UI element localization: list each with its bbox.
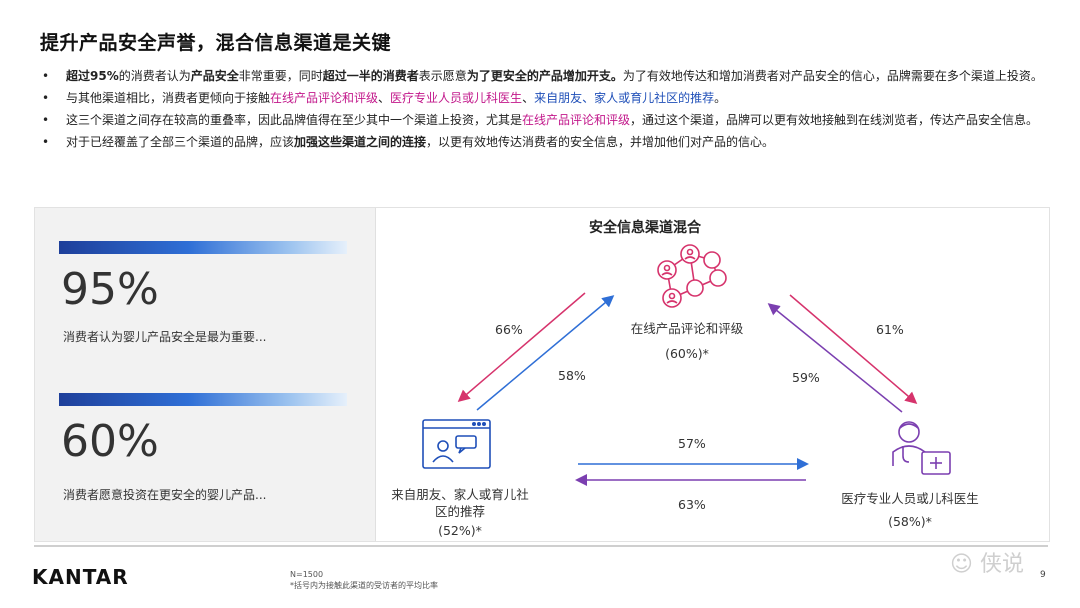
edge-friends-to-online: 58% <box>558 368 586 383</box>
bullet-item: 对于已经覆盖了全部三个渠道的品牌，应该加强这些渠道之间的连接，以更有效地传达消费… <box>40 134 1050 151</box>
bullet-text: 在线产品评论和评级 <box>522 113 631 127</box>
panel-divider <box>375 208 376 541</box>
edge-medical-to-friends: 63% <box>678 497 706 512</box>
watermark: ☺ 侠说 <box>950 552 1024 577</box>
kantar-logo: KANTAR <box>32 565 129 589</box>
bullet-item: 超过95%的消费者认为产品安全非常重要，同时超过一半的消费者表示愿意为了更安全的… <box>40 68 1050 85</box>
doctor-icon <box>892 421 951 475</box>
stat-bar-1 <box>59 241 347 254</box>
bullet-text: 加强这些渠道之间的连接 <box>294 135 427 149</box>
watermark-text: 侠说 <box>979 552 1024 577</box>
bullet-text: 对于已经覆盖了全部三个渠道的品牌，应该 <box>66 135 295 149</box>
bullet-text: 非常重要，同时 <box>238 69 323 83</box>
footnote: N=1500 *括号内为接触此渠道的受访者的平均比率 <box>290 569 438 591</box>
stat-bar-2 <box>59 393 347 406</box>
network-people-icon <box>657 244 727 308</box>
arrow-friends-to-online <box>476 295 615 411</box>
page-title: 提升产品安全声誉，混合信息渠道是关键 <box>40 32 392 54</box>
footnote-note: *括号内为接触此渠道的受访者的平均比率 <box>290 581 438 590</box>
stat-label-2: 消费者愿意投资在更安全的婴儿产品... <box>63 488 267 502</box>
bullet-text: 产品安全 <box>190 69 239 83</box>
stats-left-panel: 95% 消费者认为婴儿产品安全是最为重要... 60% 消费者愿意投资在更安全的… <box>35 208 375 541</box>
node-friends-pct: (52%)* <box>438 523 482 538</box>
node-online-label: 在线产品评论和评级 <box>630 321 744 336</box>
node-medical-pct: (58%)* <box>888 514 932 529</box>
bullet-item: 与其他渠道相比，消费者更倾向于接触在线产品评论和评级、医疗专业人员或儿科医生、来… <box>40 90 1050 107</box>
bullet-text: 。 <box>714 91 727 105</box>
bullet-text: ，通过这个渠道，品牌可以更有效地接触到在线浏览者，传达产品安全信息。 <box>630 113 1039 127</box>
bullet-text: 与其他渠道相比，消费者更倾向于接触 <box>66 91 271 105</box>
stat-value-2: 60% <box>61 416 159 467</box>
node-online-pct: (60%)* <box>665 346 709 361</box>
arrow-medical-to-online <box>767 303 903 413</box>
bullet-list: 超过95%的消费者认为产品安全非常重要，同时超过一半的消费者表示愿意为了更安全的… <box>40 68 1050 156</box>
bullet-text: 的消费者认为 <box>118 69 191 83</box>
bullet-item: 这三个渠道之间存在较高的重叠率，因此品牌值得在至少其中一个渠道上投资，尤其是在线… <box>40 112 1050 129</box>
bullet-text: 超过95% <box>66 69 119 83</box>
bullet-text: 来自朋友、家人或育儿社区的推荐 <box>534 91 715 105</box>
edge-online-to-friends: 66% <box>495 322 523 337</box>
bullet-text: 超过一半的消费者 <box>322 69 419 83</box>
stats-panel: 95% 消费者认为婴儿产品安全是最为重要... 60% 消费者愿意投资在更安全的… <box>34 207 1050 542</box>
bullet-text: 、 <box>522 91 535 105</box>
bullet-text: 为了有效地传达和增加消费者对产品安全的信心，品牌需要在多个渠道上投资。 <box>622 69 1043 83</box>
node-medical-label: 医疗专业人员或儿科医生 <box>841 491 979 506</box>
bullet-text: 医疗专业人员或儿科医生 <box>390 91 523 105</box>
bullet-text: 表示愿意 <box>418 69 467 83</box>
bullet-text: 为了更安全的产品增加开支。 <box>466 69 623 83</box>
arrow-online-to-medical <box>789 294 918 404</box>
sample-size: N=1500 <box>290 570 324 579</box>
bullet-text: ，以更有效地传达消费者的安全信息，并增加他们对产品的信心。 <box>426 135 775 149</box>
arrow-online-to-friends <box>457 292 586 402</box>
bullet-text: 在线产品评论和评级 <box>270 91 379 105</box>
edge-online-to-medical: 61% <box>876 322 904 337</box>
page-number: 9 <box>1040 570 1046 580</box>
diagram-title: 安全信息渠道混合 <box>589 220 701 236</box>
chat-window-icon <box>422 419 491 469</box>
edge-medical-to-online: 59% <box>792 370 820 385</box>
bullet-text: 这三个渠道之间存在较高的重叠率，因此品牌值得在至少其中一个渠道上投资，尤其是 <box>66 113 523 127</box>
node-friends-label: 来自朋友、家人或育儿社 区的推荐 <box>391 487 529 519</box>
footer-rule <box>34 545 1048 547</box>
stat-label-1: 消费者认为婴儿产品安全是最为重要... <box>63 330 267 344</box>
stat-value-1: 95% <box>61 264 159 315</box>
edge-friends-to-medical: 57% <box>678 436 706 451</box>
bullet-text: 、 <box>378 91 391 105</box>
